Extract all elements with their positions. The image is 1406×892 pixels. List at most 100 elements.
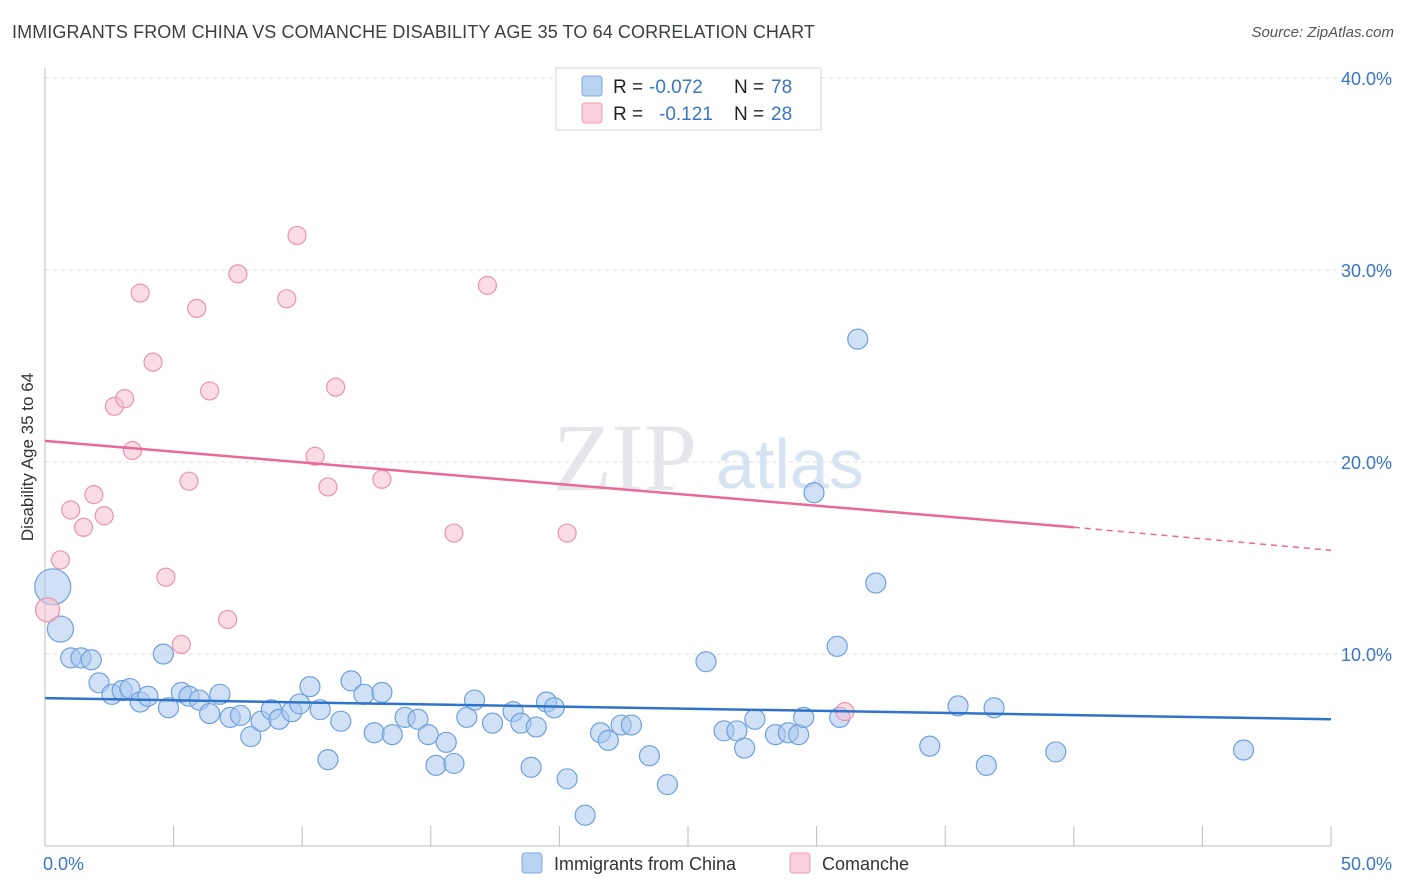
china-point (289, 693, 311, 715)
bottom-legend-swatch-blue (521, 852, 543, 874)
china-point (137, 685, 159, 707)
trend-lines (44, 439, 1332, 721)
china-point (330, 710, 352, 732)
china-point (695, 651, 717, 673)
grid-lines (45, 77, 1392, 655)
comanche-trend-line-extension (1073, 526, 1332, 552)
y-tick-label: 40.0% (1341, 69, 1392, 89)
china-point (381, 724, 403, 746)
china-point (481, 712, 504, 734)
china-point (80, 649, 102, 671)
bottom-legend-label-comanche: Comanche (822, 854, 909, 874)
comanche-point (444, 523, 464, 543)
china-point (803, 482, 825, 504)
china-point (919, 735, 941, 757)
comanche-point (130, 283, 150, 303)
legend-r-value-1: -0.072 (649, 77, 703, 98)
bottom-legend-swatch-pink (789, 852, 811, 874)
comanche-point (200, 381, 220, 401)
china-point (309, 699, 331, 721)
china-point (463, 689, 486, 711)
china-point (744, 708, 766, 730)
legend-swatch-blue (581, 75, 603, 97)
china-point (865, 572, 887, 594)
china-point (638, 745, 661, 767)
comanche-point (477, 275, 497, 295)
china-point (157, 697, 180, 719)
china-point (317, 748, 339, 771)
china-point (456, 706, 478, 728)
comanche-point (287, 225, 307, 246)
china-point (209, 683, 231, 705)
china-point (299, 676, 321, 698)
bottom-legend: Immigrants from China Comanche (521, 852, 909, 874)
legend-swatch-pink (581, 102, 603, 124)
china-point (229, 704, 252, 727)
china-point (240, 725, 262, 748)
legend-r-label-2: R = (613, 104, 643, 125)
comanche-point (179, 471, 199, 491)
comanche-trend-line (44, 439, 1074, 529)
china-point (371, 681, 393, 704)
china-point (656, 773, 679, 796)
comanche-point (84, 485, 104, 505)
china-point (520, 756, 542, 778)
china-point (847, 328, 869, 350)
y-tick-labels: 10.0% 20.0% 30.0% 40.0% (1341, 69, 1392, 665)
china-point (525, 716, 547, 738)
china-point (975, 754, 997, 776)
comanche-point (61, 500, 81, 520)
china-point (353, 683, 375, 705)
y-axis-title: Disability Age 35 to 64 (18, 373, 37, 541)
china-point (443, 752, 465, 775)
china-point (556, 768, 578, 790)
china-point (46, 615, 75, 643)
comanche-point (218, 609, 238, 630)
legend-n-label-2: N = (734, 104, 764, 125)
y-tick-label: 10.0% (1341, 645, 1392, 665)
comanche-point (156, 567, 176, 587)
comanche-point (187, 298, 207, 318)
comanche-point (277, 289, 297, 309)
legend: R = -0.072 N = 78 R = -0.121 N = 28 (555, 67, 822, 131)
comanche-point (305, 446, 325, 466)
chart-title: IMMIGRANTS FROM CHINA VS COMANCHE DISABI… (12, 22, 815, 42)
y-tick-label: 30.0% (1341, 261, 1392, 281)
china-point (574, 804, 596, 826)
legend-r-label-1: R = (613, 77, 643, 98)
legend-n-value-1: 78 (771, 77, 792, 98)
legend-n-value-2: 28 (771, 104, 792, 125)
china-point (199, 702, 221, 725)
comanche-point (34, 597, 61, 623)
comanche-point (372, 469, 392, 489)
comanche-point (557, 523, 577, 543)
y-tick-label: 20.0% (1341, 453, 1392, 473)
china-point (793, 706, 815, 728)
china-point (363, 722, 385, 744)
china-point (1232, 739, 1255, 761)
comanche-point (122, 440, 143, 461)
china-point (435, 731, 457, 753)
china-point (425, 754, 447, 776)
china-point (947, 695, 969, 717)
x-tick-label-min: 0.0% (43, 854, 84, 874)
series-comanche (34, 225, 855, 722)
legend-n-label-1: N = (734, 77, 764, 98)
china-point (733, 737, 756, 759)
series-immigrants-from-china (34, 328, 1255, 826)
comanche-point (326, 377, 346, 397)
china-trend-line (44, 696, 1332, 721)
comanche-point (318, 477, 338, 497)
china-point (152, 643, 174, 665)
china-point (726, 720, 748, 742)
china-point (407, 708, 429, 730)
china-point (597, 729, 619, 752)
china-point (1045, 741, 1067, 763)
comanche-point (115, 389, 135, 409)
source-credit: Source: ZipAtlas.com (1251, 24, 1394, 41)
bottom-legend-label-china: Immigrants from China (554, 854, 737, 874)
comanche-point (171, 634, 191, 655)
china-point (826, 635, 848, 657)
legend-r-value-2: -0.121 (659, 104, 713, 125)
